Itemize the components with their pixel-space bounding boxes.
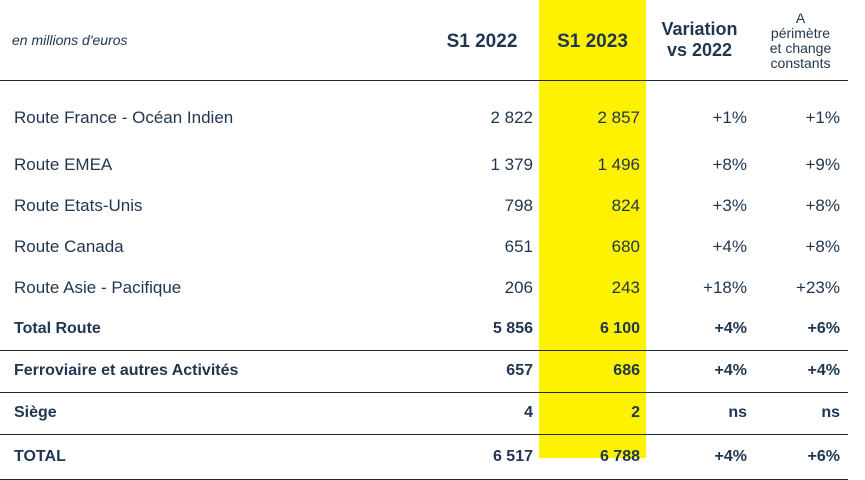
cell-variation: +18%: [703, 278, 747, 297]
cell-s1-2022: 2 822: [490, 107, 533, 127]
col-header-s1-2023: S1 2023: [539, 0, 646, 81]
col-header-variation-line1: Variation: [661, 18, 738, 39]
cell-variation: +4%: [712, 237, 748, 256]
cell-variation: ns: [646, 392, 753, 435]
cell-s1-2023: 6 100: [539, 308, 646, 351]
row-label: Route France - Océan Indien: [14, 107, 234, 127]
row-label: Route Asie - Pacifique: [14, 278, 182, 297]
cell-variation: +4%: [646, 434, 753, 480]
cell-s1-2022: 5 856: [425, 308, 539, 351]
row-label: Ferroviaire et autres Activités: [0, 350, 425, 393]
cell-constant: +23%: [796, 278, 840, 297]
cell-constant: +1%: [805, 107, 841, 127]
cell-constant: +8%: [805, 196, 841, 215]
col-header-constant-line1: A: [795, 9, 806, 26]
unit-label: en millions d'euros: [0, 0, 425, 81]
table-row: Route EMEA 1 379 1 496 +8% +9%: [0, 145, 848, 186]
table-row-headquarters: Siège 4 2 ns ns: [0, 392, 848, 435]
cell-s1-2022: 798: [504, 196, 533, 215]
cell-constant: +6%: [753, 434, 848, 480]
cell-constant: +9%: [805, 155, 841, 174]
cell-s1-2022: 1 379: [490, 155, 533, 174]
cell-constant: ns: [753, 392, 848, 435]
cell-s1-2022: 4: [425, 392, 539, 435]
row-label: Total Route: [0, 308, 425, 351]
col-header-constant: A périmètre et change constants: [753, 0, 848, 81]
col-header-s1-2022: S1 2022: [425, 0, 539, 81]
cell-s1-2023: 680: [611, 237, 640, 256]
cell-variation: +4%: [646, 308, 753, 351]
table-row-grand-total: TOTAL 6 517 6 788 +4% +6%: [0, 434, 848, 480]
row-label: TOTAL: [0, 434, 425, 480]
cell-s1-2022: 657: [425, 350, 539, 393]
col-header-variation-line2: vs 2022: [666, 39, 733, 60]
cell-variation: +1%: [712, 107, 748, 127]
table-row: Route Canada 651 680 +4% +8%: [0, 227, 848, 268]
table-row: Route Etats-Unis 798 824 +3% +8%: [0, 186, 848, 227]
table-row-total-route: Total Route 5 856 6 100 +4% +6%: [0, 308, 848, 351]
row-label: Route Etats-Unis: [14, 196, 143, 215]
cell-constant: +4%: [753, 350, 848, 393]
cell-s1-2023: 6 788: [539, 434, 646, 480]
cell-s1-2023: 243: [611, 278, 640, 297]
cell-constant: +8%: [805, 237, 841, 256]
row-label: Route Canada: [14, 237, 124, 256]
cell-s1-2022: 206: [504, 278, 533, 297]
row-label: Siège: [0, 392, 425, 435]
cell-s1-2023: 686: [539, 350, 646, 393]
table-row: Route France - Océan Indien 2 822 2 857 …: [0, 80, 848, 145]
col-header-constant-line4: constants: [770, 54, 831, 71]
table-row: Route Asie - Pacifique 206 243 +18% +23%: [0, 268, 848, 309]
table-row-rail: Ferroviaire et autres Activités 657 686 …: [0, 350, 848, 393]
header-row: en millions d'euros S1 2022 S1 2023 Vari…: [0, 0, 848, 81]
cell-variation: +8%: [712, 155, 748, 174]
col-header-constant-line2: périmètre: [770, 24, 831, 41]
cell-s1-2023: 2 857: [597, 107, 640, 127]
col-header-constant-line3: et change: [769, 39, 832, 56]
cell-constant: +6%: [753, 308, 848, 351]
cell-variation: +3%: [712, 196, 748, 215]
cell-s1-2023: 824: [611, 196, 640, 215]
cell-s1-2022: 651: [504, 237, 533, 256]
cell-variation: +4%: [646, 350, 753, 393]
cell-s1-2023: 2: [539, 392, 646, 435]
cell-s1-2023: 1 496: [597, 155, 640, 174]
cell-s1-2022: 6 517: [425, 434, 539, 480]
col-header-variation: Variation vs 2022: [646, 0, 753, 81]
row-label: Route EMEA: [14, 155, 113, 174]
